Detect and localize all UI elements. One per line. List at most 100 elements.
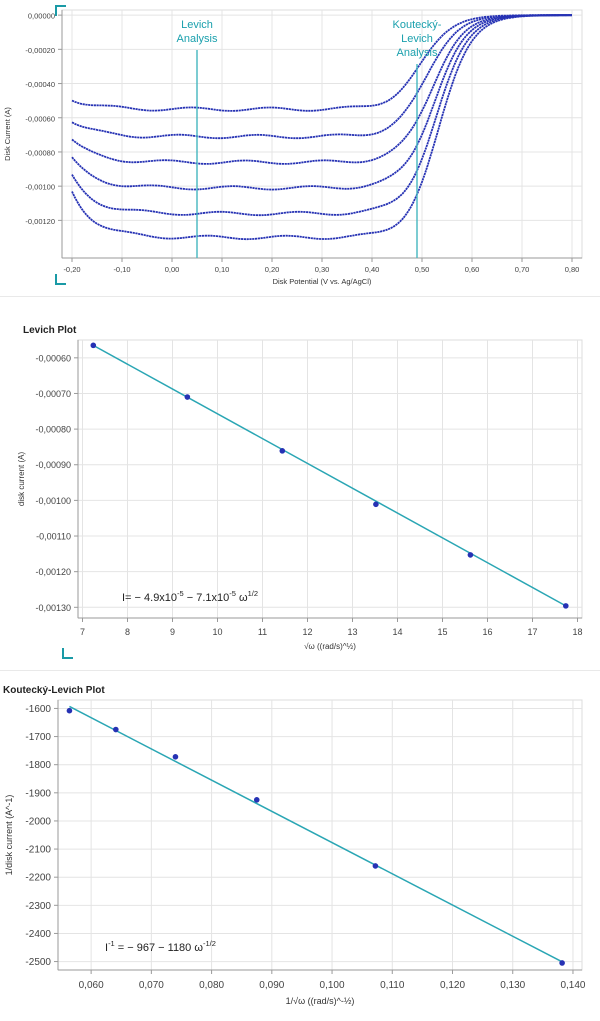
cv-curve [71,14,572,112]
y-tick-label: -0,00130 [35,603,71,613]
data-point [90,342,97,349]
y-tick-label: -0,00120 [35,567,71,577]
equation-text: ω [236,592,248,604]
y-tick-label: -2100 [25,845,51,856]
y-tick-label: -0,00100 [35,496,71,506]
x-tick-label: 0,60 [465,265,480,274]
corner-bracket [55,5,66,16]
data-point [66,707,73,714]
y-tick-label: -0,00110 [36,532,71,542]
analysis-annotation-label: Levich [181,19,213,31]
plot-area [77,339,583,619]
y-tick-label: -0,00080 [35,425,71,435]
corner-bracket [62,648,73,659]
x-tick-label: 16 [482,627,492,637]
x-tick-label: 9 [170,627,175,637]
x-tick-label: 0,70 [515,265,530,274]
x-tick-label: -0,20 [63,265,80,274]
y-tick-label: -0,00060 [25,114,55,123]
x-tick-label: 0,140 [560,980,585,991]
divider [0,296,600,297]
x-tick-label: 0,40 [365,265,380,274]
cv-curve [71,14,572,191]
y-tick-label: -0,00080 [25,148,55,157]
data-point [373,501,379,508]
cv-panel: -0,20 -0,10 0,00 0,10 0,20 0,30 0,40 0,50 0,60 0,… [0,0,600,290]
y-tick-label: -0,00070 [35,389,71,399]
data-point [467,552,474,558]
equation-text: = − 967 − 1180 ω [115,942,204,954]
x-tick-label: 0,060 [79,980,104,991]
x-tick-label: 0,00 [165,265,180,274]
y-tick-label: -0,00060 [35,353,71,363]
data-point [279,448,286,454]
equation-exponent: -1/2 [203,939,216,948]
analysis-annotation-label: Koutecký- [393,19,442,31]
x-tick-label: 11 [258,627,267,637]
x-tick-label: 14 [392,627,402,637]
y-tick-label: -0,00020 [25,46,55,55]
x-tick-label: 15 [437,627,447,637]
y-axis-label: disk current (A) [17,452,26,507]
data-point [184,394,191,400]
cv-chart: -0,20 -0,10 0,00 0,10 0,20 0,30 0,40 0,50 0,60 0,… [3,5,583,286]
x-tick-label: 0,80 [565,265,580,274]
y-tick-label: -0,00120 [25,217,55,226]
y-tick-label: -1700 [25,732,51,743]
levich-panel: 7 8 9 10 11 12 13 14 15 16 17 18 -0,00060 -0,00070 -0,… [0,318,600,663]
x-tick-label: 0,070 [139,980,164,991]
y-tick-label: -2200 [25,873,51,884]
y-tick-label: -2300 [25,901,51,912]
data-point [253,797,260,803]
chart-title: Levich Plot [23,325,77,336]
fit-equation: I-1 = − 967 − 1180 ω-1/2 [105,939,216,954]
fit-line [92,344,567,607]
x-tick-label: 8 [125,627,130,637]
x-tick-label: 7 [80,627,85,637]
equation-text: − 7.1x10 [184,592,230,604]
equation-text: I= − 4.9x10 [122,592,177,604]
equation-exponent: 1/2 [248,589,258,598]
y-tick-label: -0,00040 [25,80,55,89]
x-tick-label: 0,090 [259,980,284,991]
cv-curve [71,14,572,217]
equation-exponent: -1 [108,939,115,948]
x-tick-label: 13 [347,627,357,637]
x-tick-label: -0,10 [113,265,130,274]
cv-curve [71,14,572,140]
x-tick-label: 0,50 [415,265,430,274]
y-tick-label: -2000 [25,816,51,827]
y-tick-label: -1600 [25,704,51,715]
x-tick-label: 0,30 [315,265,330,274]
equation-exponent: -5 [177,589,184,598]
fit-line [69,705,563,963]
x-tick-label: 0,080 [199,980,224,991]
y-tick-label: -2500 [25,957,51,968]
y-tick-label: -1900 [25,788,51,799]
data-point [559,960,565,966]
x-tick-label: 0,110 [380,980,405,991]
data-point [563,603,569,609]
equation-text: I [105,942,108,954]
levich-chart: 7 8 9 10 11 12 13 14 15 16 17 18 -0,00060 -0,00070 -0,… [17,325,583,659]
y-tick-label: -2400 [25,929,51,940]
data-point [113,726,119,733]
x-axis-label: Disk Potential (V vs. Ag/AgCl) [273,277,372,286]
x-tick-label: 10 [212,627,222,637]
equation-exponent: -5 [229,589,236,598]
y-tick-label: -0,00090 [35,460,71,470]
y-axis-label: Disk Current (A) [3,107,12,161]
x-axis-label: √ω ((rad/s)^½) [304,642,356,651]
x-tick-label: 12 [302,627,312,637]
cv-curve [71,14,572,165]
chart-title: Koutecký-Levich Plot [3,686,105,696]
data-point [172,754,179,760]
kl-panel: 0,060 0,070 0,080 0,090 0,100 0,110 0,120 0,130… [0,685,600,1016]
cv-curve [71,14,572,241]
x-tick-label: 0,100 [320,980,345,991]
x-tick-label: 18 [572,627,582,637]
analysis-annotation-label: Analysis [397,47,438,59]
analysis-annotation-label: Analysis [177,33,218,45]
x-tick-label: 0,20 [265,265,280,274]
y-axis-label: 1/disk current (A^-1) [4,795,14,876]
